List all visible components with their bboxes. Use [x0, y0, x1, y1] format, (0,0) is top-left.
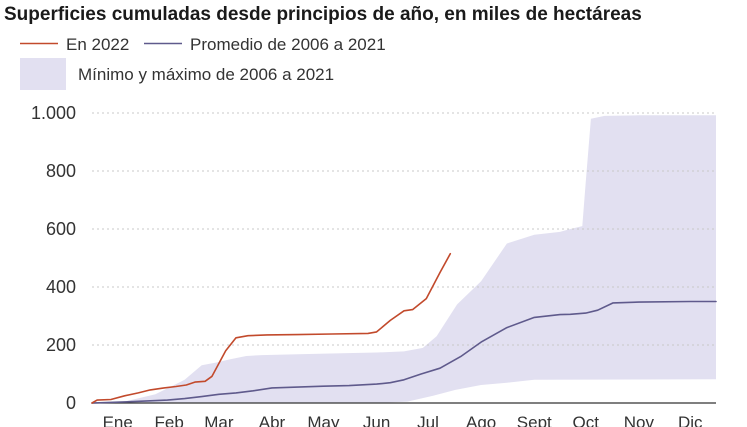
x-tick-label: Jun [363, 413, 390, 427]
x-tick-label: Oct [572, 413, 599, 427]
x-tick-label: Mar [204, 413, 234, 427]
axis-layer: 0 200 400 600 800 1.000 Ene Feb Mar Abr May Jun Jul A… [31, 103, 716, 427]
range-band-layer [92, 115, 716, 404]
y-tick-label: 600 [46, 219, 76, 239]
y-tick-label: 400 [46, 277, 76, 297]
x-tick-label: May [307, 413, 340, 427]
x-tick-label: Nov [624, 413, 655, 427]
x-tick-label: Abr [259, 413, 286, 427]
x-tick-label: Jul [417, 413, 439, 427]
legend-swatch-range [20, 58, 66, 90]
x-tick-label: Sept [517, 413, 552, 427]
x-tick-label: Feb [154, 413, 183, 427]
chart-title: Superficies cumuladas desde principios d… [4, 4, 642, 25]
series-line-promedio [91, 300, 717, 404]
x-tick-label: Ago [466, 413, 496, 427]
legend-label-range: Mínimo y máximo de 2006 a 2021 [78, 65, 334, 84]
grid-layer [92, 112, 716, 346]
y-tick-label: 1.000 [31, 103, 76, 123]
x-tick-label: Dic [678, 413, 703, 427]
legend-label-promedio: Promedio de 2006 a 2021 [190, 35, 386, 54]
legend-label-2022: En 2022 [66, 35, 129, 54]
range-band [92, 115, 716, 404]
y-tick-label: 0 [66, 393, 76, 413]
series-line-2022 [91, 252, 452, 404]
y-tick-label: 800 [46, 161, 76, 181]
y-tick-label: 200 [46, 335, 76, 355]
series-layer [91, 252, 717, 404]
x-tick-label: Ene [103, 413, 133, 427]
legend: En 2022 Promedio de 2006 a 2021 Mínimo y… [20, 35, 386, 90]
